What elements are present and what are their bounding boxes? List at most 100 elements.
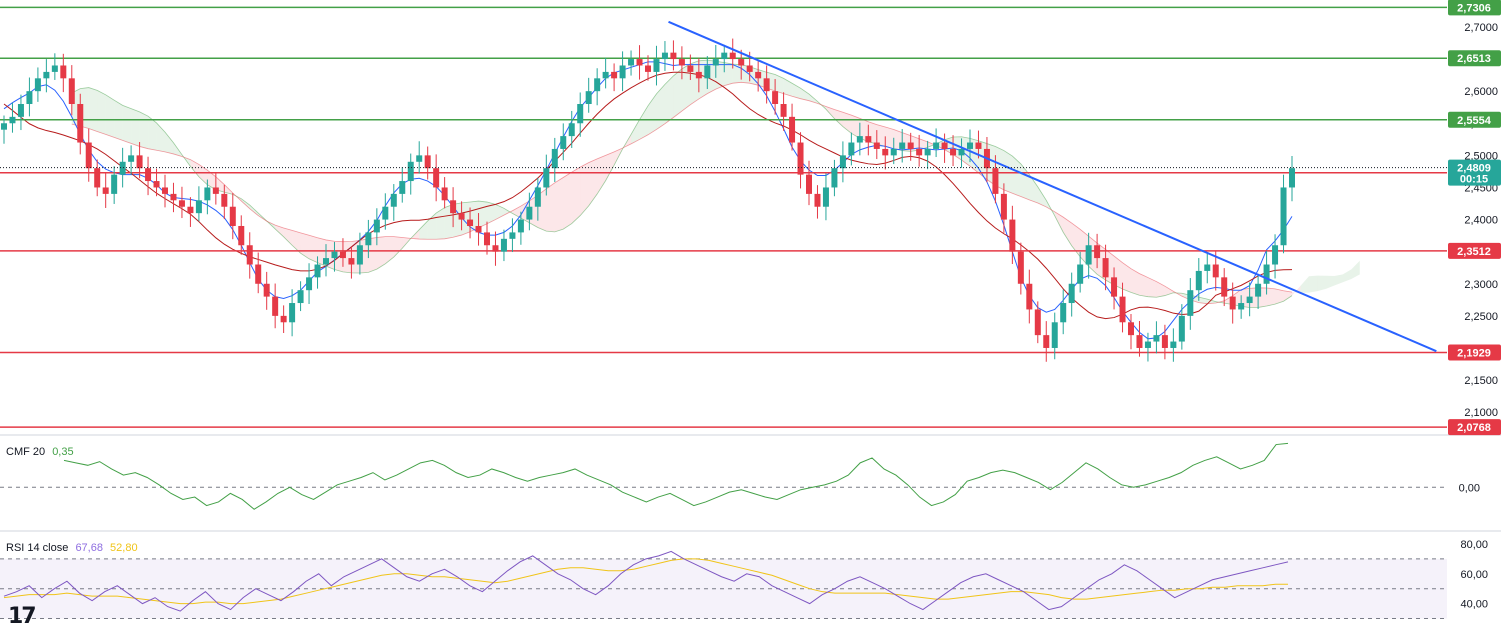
candle-body [797,142,804,175]
candle-body [602,71,609,79]
candle-body [839,155,846,169]
candle-body [289,303,296,323]
candle-body [763,78,770,92]
candle-body [628,59,635,66]
cloud-segment [1122,262,1131,293]
cloud-segment [241,198,250,209]
candle-body [789,116,796,143]
cloud-segment [673,68,682,118]
cloud-segment [478,201,487,228]
cloud-segment [715,61,725,90]
candle-body [967,142,973,149]
candle-body [822,187,829,207]
cloud-segment [139,111,149,149]
cloud-segment [436,207,445,240]
candle-body [60,65,67,79]
candle-body [399,181,406,194]
candle-body [51,65,58,72]
cloud-segment [1054,211,1064,233]
candle-body [390,193,397,207]
candle-body [1263,264,1270,284]
candle-body [1195,270,1202,291]
candle-body [102,187,109,194]
candle-body [975,142,982,149]
candle-body [111,174,118,194]
candle-body [1238,303,1245,310]
cmf-tick-label: 0,00 [1459,482,1480,494]
candle-body [280,315,287,323]
candle-body [729,52,736,60]
candle-body [594,78,601,92]
candle-body [34,78,41,92]
candle-body [848,142,855,156]
rsi-value: 67,68 [75,542,103,554]
candle-body [1128,322,1134,336]
rsi-tick-label: 60,00 [1460,569,1488,581]
cloud-segment [1147,277,1157,298]
candle-body [1178,315,1185,342]
tag-background [1448,159,1501,186]
price-tick-label: 2,5000 [1464,150,1498,162]
candle-body [712,59,719,66]
cloud-segment [88,87,98,132]
cloud-segment [656,84,665,130]
candle-body [373,219,380,233]
cloud-segment [724,62,733,86]
candle-body [933,142,940,149]
cloud-segment [834,109,843,127]
candle-body [882,148,889,156]
price-tick-label: 2,7000 [1464,22,1498,34]
candle-body [611,71,618,79]
level-tag: 2,6513 [1448,50,1501,67]
candle-body [755,71,762,79]
current-price-label: 2,4809 [1457,163,1491,175]
candle-body [331,251,338,259]
cloud-segment [461,201,471,236]
candle-body [1255,283,1262,297]
candle-body [68,78,75,105]
candle-body [424,155,431,169]
cloud-segment [283,227,293,246]
cloud-segment [885,127,894,149]
cloud-segment [487,202,496,224]
candle-body [221,193,228,207]
candle-body [306,277,313,291]
candle-body [77,104,84,143]
candle-body [297,290,304,304]
candle-body [1068,283,1075,304]
cloud-segment [1317,275,1326,292]
candle-body [17,104,24,117]
cloud-segment [732,64,742,84]
cloud-segment [1308,275,1318,293]
candle-body [958,148,965,156]
cloud-segment [97,90,106,135]
candle-body [246,245,253,265]
candle-body [907,142,914,149]
cloud-segment [648,93,657,135]
tag-background [1448,344,1501,361]
rsi-ma-line [3,558,1288,605]
descending-trendline [668,20,1437,353]
cloud-segment [588,158,598,206]
candle-body [1094,245,1101,259]
candle-body [806,174,812,194]
candle-body [195,200,202,214]
candle-body [212,187,219,194]
level-tag: 2,1929 [1448,344,1501,361]
cloud-segment [919,138,928,151]
cloud-segment [249,205,259,216]
cloud-segment [393,236,403,258]
candle-body [1229,296,1236,310]
price-tick-label: 2,1500 [1464,375,1498,387]
cloud-segment [1275,288,1284,305]
cloud-segment [800,88,809,101]
candle-body [899,142,906,149]
tag-background [1448,0,1501,16]
candle-body [1136,335,1143,348]
candle-body [1051,322,1058,348]
candle-body [458,213,465,220]
cloud-segment [1012,156,1021,197]
candle-body [484,232,490,246]
